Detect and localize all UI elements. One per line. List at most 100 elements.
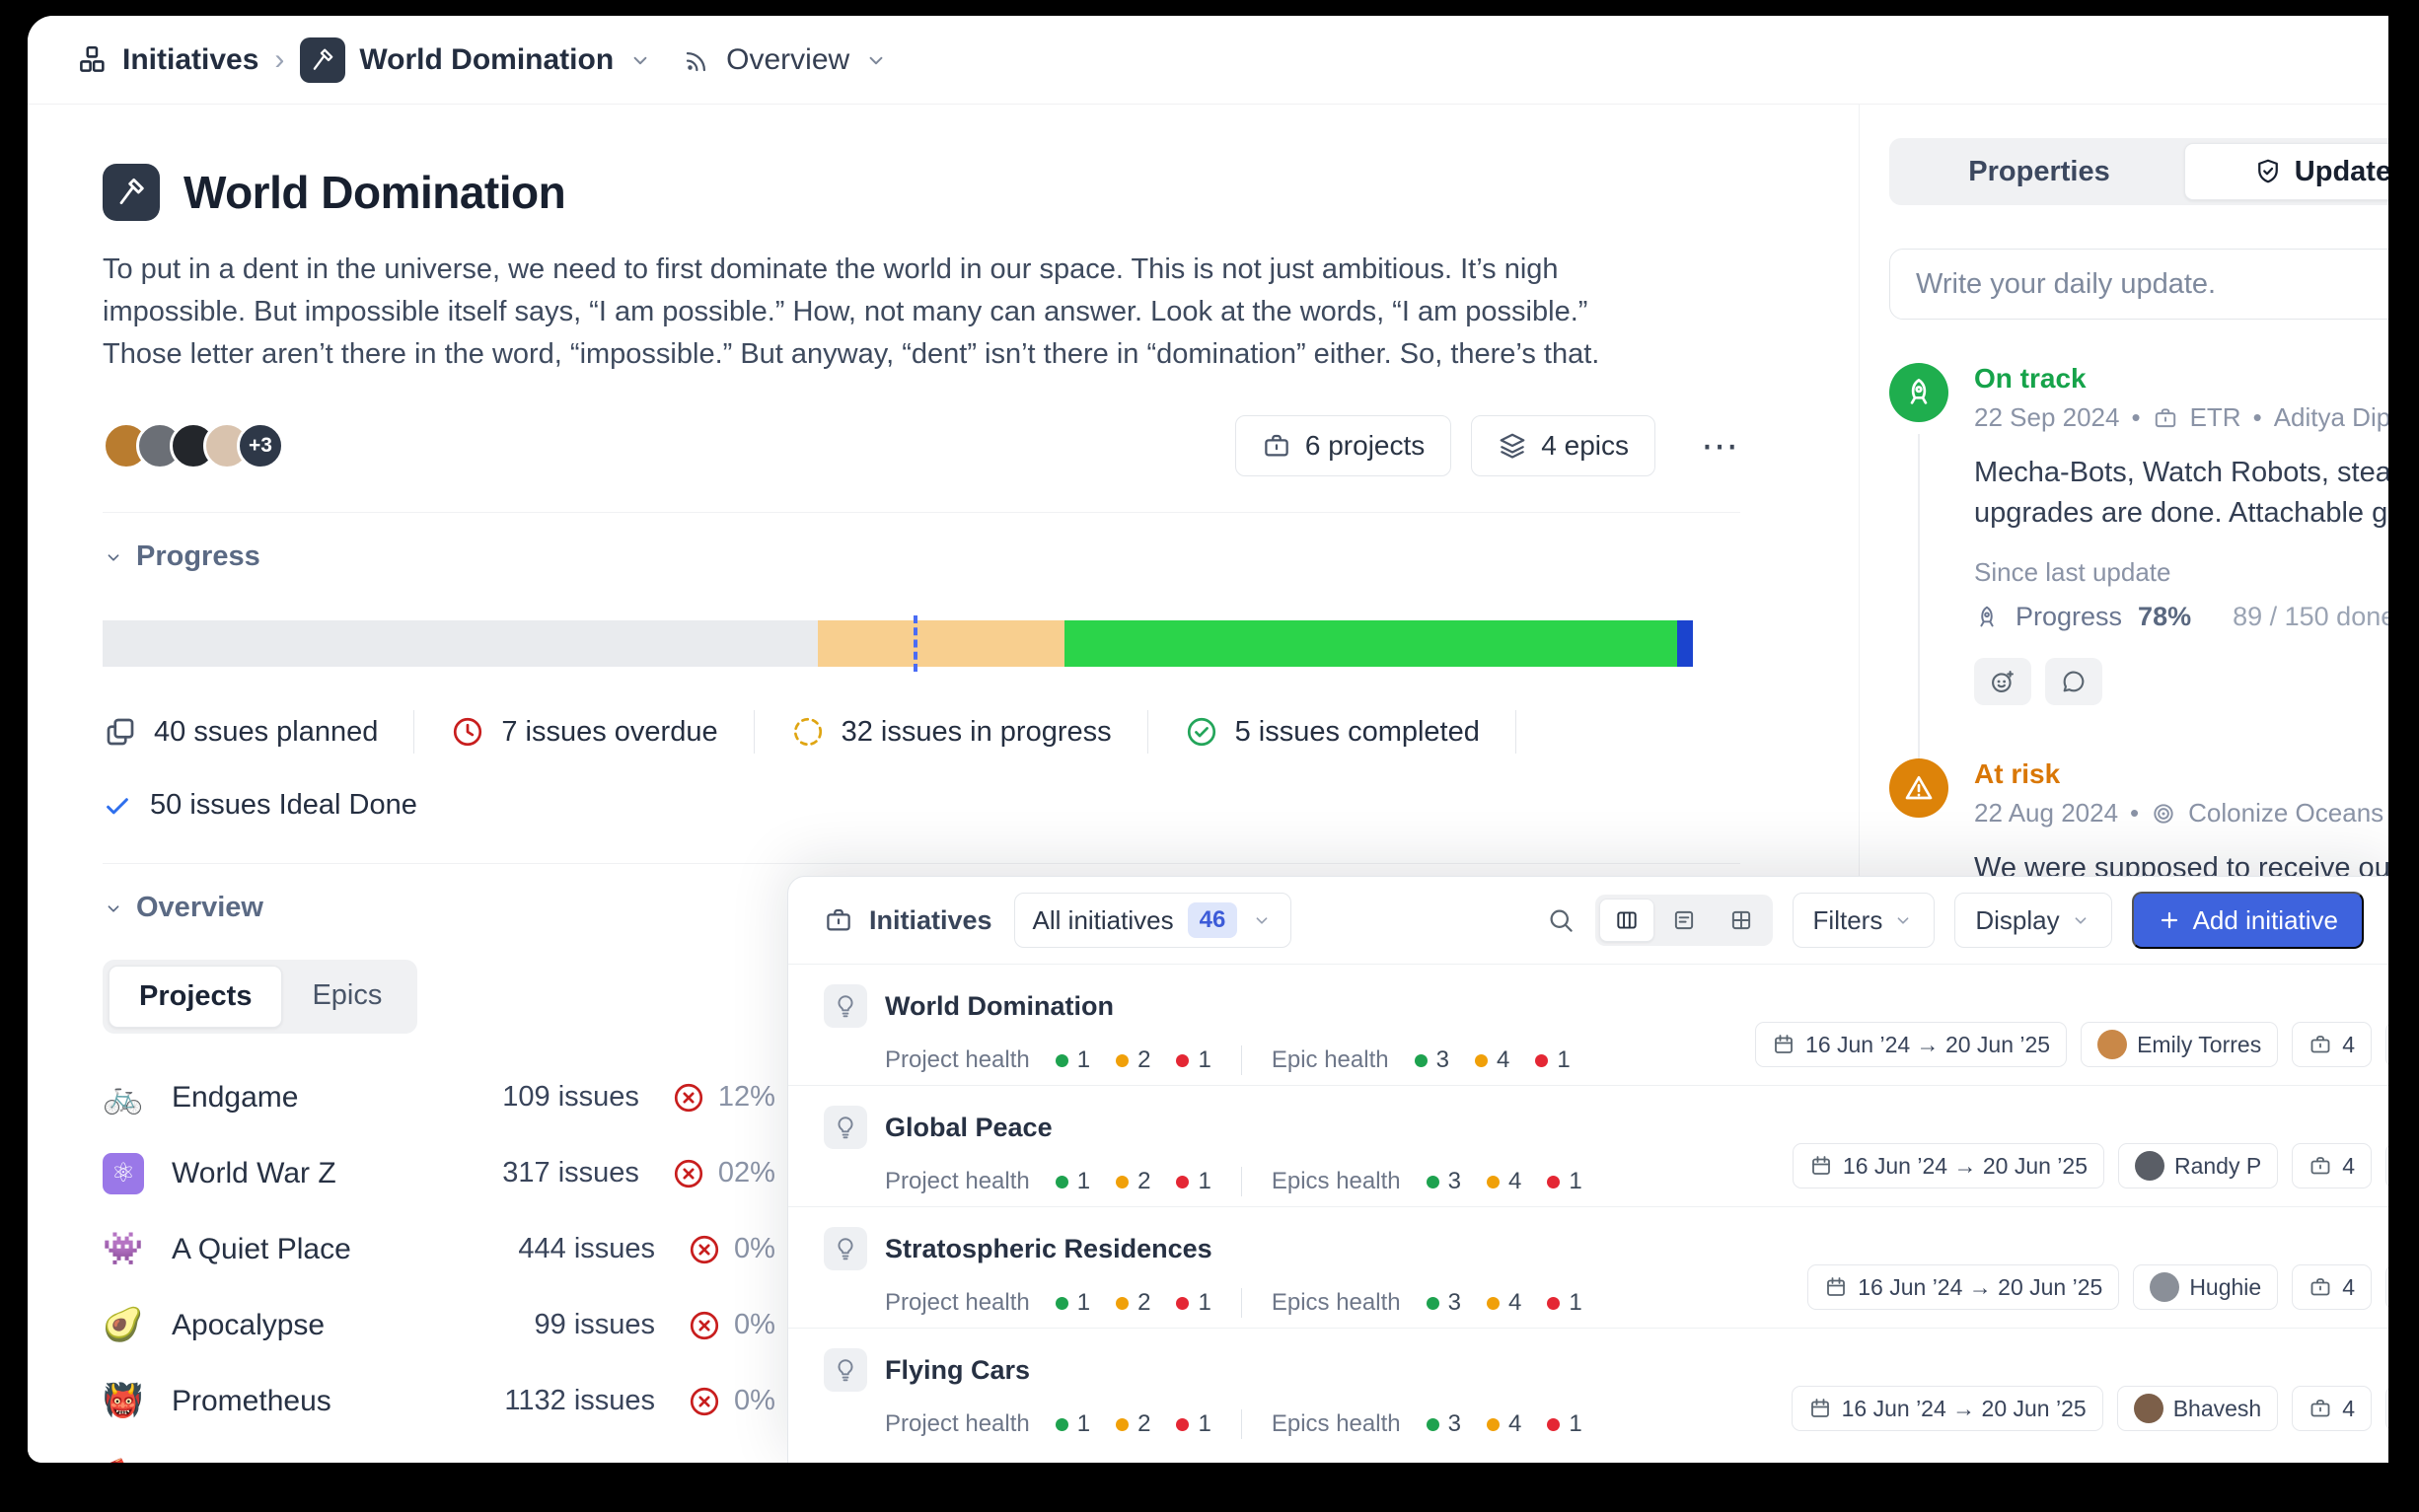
comment-button[interactable] — [2045, 658, 2102, 705]
date-range-pill[interactable]: 16 Jun ’24 → 20 Jun ’25 — [1791, 1386, 2103, 1431]
breadcrumb-initiatives[interactable]: Initiatives — [75, 43, 258, 77]
project-issue-count: 1132 issues — [504, 1385, 656, 1416]
projects-count-pill[interactable]: 4 — [2292, 1264, 2372, 1310]
owner-pill[interactable]: Bhavesh — [2116, 1386, 2279, 1431]
clipped-pill[interactable] — [2385, 1264, 2388, 1310]
initiative-row[interactable]: Flying Cars Project health 1 2 1 Epics h… — [788, 1328, 2388, 1449]
projects-count: 4 — [2342, 1031, 2355, 1057]
overview-feed-icon — [683, 45, 712, 75]
alien-monster-emoji-icon: 👾 — [103, 1230, 144, 1266]
clipped-pill[interactable] — [2385, 1022, 2388, 1067]
stat-planned: 40 ssues planned — [103, 714, 413, 750]
projects-count-pill[interactable]: 4 — [2292, 1386, 2372, 1431]
initiative-row[interactable]: World Domination Project health 1 2 1 Ep… — [788, 964, 2388, 1085]
project-name: Apocalypse — [172, 1308, 326, 1341]
tab-epics[interactable]: Epics — [312, 979, 383, 1011]
list-view-button[interactable] — [1656, 899, 1712, 942]
update-body-line: Mecha-Bots, Watch Robots, stealth — [1974, 457, 2388, 488]
green-dot-icon — [1055, 1296, 1068, 1310]
all-initiatives-filter[interactable]: All initiatives 46 — [1013, 893, 1292, 948]
owner-name: Bhavesh — [2172, 1395, 2262, 1421]
projects-count-button[interactable]: 6 projects — [1234, 415, 1452, 476]
overview-section-label: Overview — [136, 892, 263, 923]
project-overdue-pct: 12% — [717, 1081, 775, 1113]
date-range-pill[interactable]: 16 Jun ’24 → 20 Jun ’25 — [1807, 1264, 2120, 1310]
projects-count: 4 — [2342, 1273, 2355, 1300]
owner-pill[interactable]: Hughie — [2133, 1264, 2279, 1310]
briefcase-icon — [1262, 431, 1291, 461]
hammer-icon — [300, 36, 346, 83]
owner-pill[interactable]: Randy P — [2117, 1143, 2279, 1188]
date-range: 16 Jun ’24 → 20 Jun ’25 — [1805, 1031, 2051, 1057]
grid-view-button[interactable] — [1714, 899, 1769, 942]
breadcrumb: Initiatives › World Domination Overview — [28, 16, 2388, 105]
progress-section-header[interactable]: Progress — [103, 540, 1859, 573]
health-count: 3 — [1435, 1046, 1449, 1073]
add-reaction-button[interactable] — [1974, 658, 2031, 705]
briefcase-icon — [2309, 1154, 2332, 1178]
clipped-pill[interactable] — [2385, 1143, 2388, 1188]
project-issue-count: 99 issues — [534, 1309, 656, 1340]
stat-overdue-label: 7 issues overdue — [501, 715, 718, 748]
breadcrumb-project[interactable]: World Domination — [300, 36, 653, 83]
projects-count-pill[interactable]: 4 — [2292, 1143, 2372, 1188]
project-row[interactable]: 👾 A Quiet Place 444 issues 0% 36% — [103, 1211, 912, 1287]
owner-pill[interactable]: Emily Torres — [2081, 1022, 2279, 1067]
health-count: 1 — [1198, 1410, 1211, 1437]
avatar-stack[interactable]: +3 — [103, 422, 284, 469]
progress-segment-completed — [1064, 620, 1677, 667]
initiative-row[interactable]: Stratospheric Residences Project health … — [788, 1206, 2388, 1328]
update-date: 22 Sep 2024 — [1974, 402, 2120, 432]
green-dot-icon — [1055, 1417, 1068, 1431]
health-count: 1 — [1198, 1289, 1211, 1316]
update-date: 22 Aug 2024 — [1974, 798, 2119, 828]
smiley-plus-icon — [1989, 668, 2016, 695]
axe-emoji-icon: 🪓 — [103, 1458, 158, 1463]
since-last-update-label: Since last update — [1974, 557, 2171, 587]
filters-label: Filters — [1812, 904, 1883, 935]
meta-dot: • — [2252, 402, 2262, 432]
breadcrumb-view[interactable]: Overview — [683, 43, 889, 77]
shield-check-icon — [2253, 157, 2283, 186]
progress-segment-overdue — [818, 620, 1065, 667]
tab-updates[interactable]: Updates — [2184, 143, 2388, 200]
more-menu-button[interactable]: ⋯ — [1701, 425, 1740, 468]
lightbulb-icon — [824, 984, 867, 1028]
epics-count-button[interactable]: 4 epics — [1471, 415, 1655, 476]
divider — [413, 710, 415, 754]
filter-label: All initiatives — [1032, 904, 1174, 935]
projects-count-label: 6 projects — [1304, 430, 1426, 461]
date-range-pill[interactable]: 16 Jun ’24 → 20 Jun ’25 — [1792, 1143, 2104, 1188]
epic-health-label: Epics health — [1271, 1410, 1401, 1437]
x-circle-icon — [687, 1308, 722, 1343]
update-meta: 22 Aug 2024 • Colonize Oceans • Ad — [1974, 798, 2388, 828]
date-range-pill[interactable]: 16 Jun ’24 → 20 Jun ’25 — [1755, 1022, 2068, 1067]
red-dot-icon — [1176, 1417, 1190, 1431]
initiative-name: Stratospheric Residences — [885, 1233, 1212, 1263]
overview-section-header[interactable]: Overview — [103, 892, 1859, 924]
progress-segment-unstarted — [103, 620, 819, 667]
daily-update-input[interactable] — [1889, 249, 2388, 320]
stat-in-progress: 32 issues in progress — [790, 714, 1147, 750]
add-initiative-button[interactable]: Add initiative — [2131, 892, 2364, 949]
app-window: Initiatives › World Domination Overview — [28, 16, 2388, 1463]
tab-properties[interactable]: Properties — [1968, 155, 2110, 187]
update-meta: 22 Sep 2024 • ETR • Aditya Dipanka — [1974, 402, 2388, 433]
board-view-button[interactable] — [1598, 899, 1654, 942]
display-button[interactable]: Display — [1954, 893, 2112, 948]
status-badge: At risk — [1974, 758, 2061, 789]
clipped-pill[interactable] — [2385, 1386, 2388, 1431]
search-icon[interactable] — [1546, 905, 1576, 935]
divider — [1240, 1288, 1242, 1318]
initiative-row[interactable]: Global Peace Project health 1 2 1 Epics … — [788, 1085, 2388, 1206]
project-name: Star Wars — [158, 1461, 464, 1464]
health-count: 2 — [1137, 1289, 1151, 1316]
filters-button[interactable]: Filters — [1792, 893, 1936, 948]
divider — [1240, 1167, 1242, 1196]
health-count: 1 — [1198, 1168, 1211, 1194]
warning-icon — [1889, 758, 1948, 818]
progress-bar — [103, 615, 1693, 672]
tab-projects[interactable]: Projects — [109, 966, 283, 1028]
projects-count-pill[interactable]: 4 — [2292, 1022, 2372, 1067]
red-dot-icon — [1535, 1053, 1549, 1067]
